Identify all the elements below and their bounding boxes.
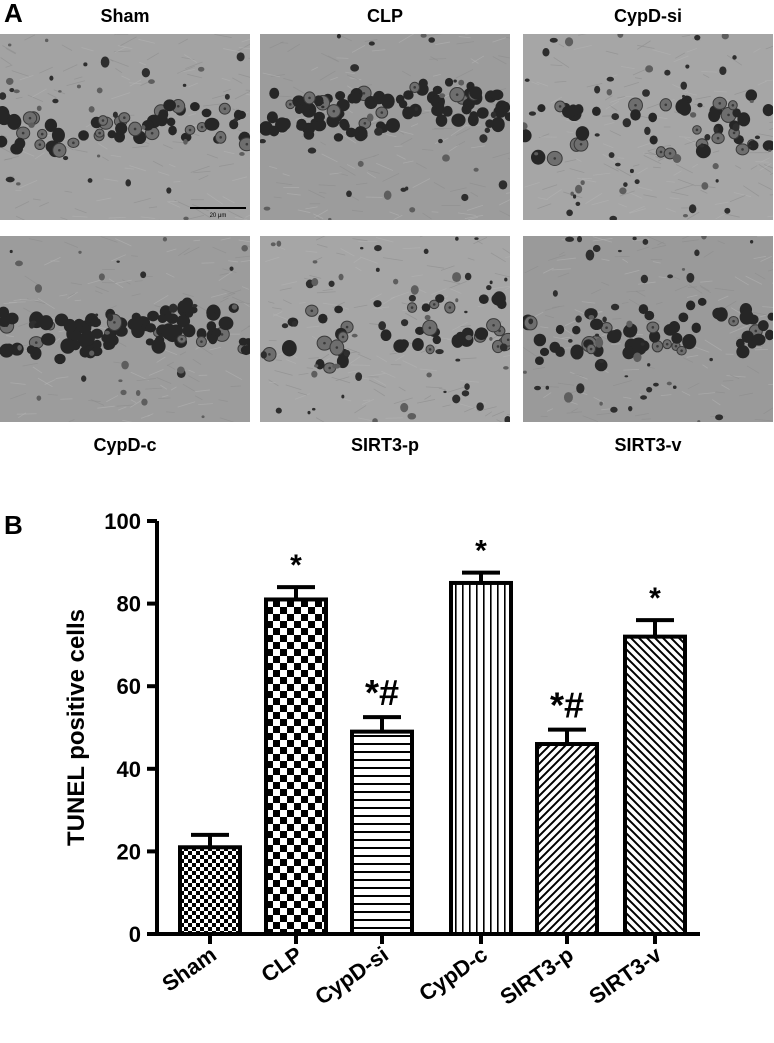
bar-sham [178,845,242,936]
micrograph-sirt3-p [260,236,510,422]
bar-cypd-c [449,580,513,936]
x-tick-label: CypD-si [310,942,392,1010]
bar-sirt3-p [535,742,599,936]
x-tick-label: SIRT3-v [584,941,666,1009]
micro-label-sirt3-p: SIRT3-p [350,435,419,455]
panel-b-letter: B [4,510,23,540]
y-axis-label: TUNEL positive cells [63,609,90,846]
micrograph-sirt3-v [523,236,773,422]
micrograph-sham: 20 μm [0,34,250,220]
significance-marker: * [649,582,661,615]
significance-marker: * [290,549,302,582]
micrograph-cypd-si [523,34,773,220]
micro-label-clp: CLP [367,6,403,26]
micro-label-sham: Sham [100,6,150,26]
micrograph-cypd-c [0,236,250,422]
micro-label-cypd-si: CypD-si [613,6,682,26]
significance-marker: *# [365,672,399,713]
y-tick-label: 100 [104,509,141,534]
scale-bar-label: 20 μm [210,213,227,219]
micro-label-cypd-c: CypD-c [93,435,157,455]
micrograph-clp [260,34,510,220]
y-tick-label: 60 [117,674,141,699]
x-tick-label: CypD-c [414,942,491,1007]
significance-marker: *# [550,685,584,726]
bar-cypd-si [350,729,414,936]
x-tick-label: SIRT3-p [495,942,577,1010]
panel-a-letter: A [4,0,23,28]
y-tick-label: 0 [129,922,141,947]
bar-clp [264,597,328,936]
bar-sirt3-v [623,634,687,936]
y-tick-label: 80 [117,592,141,617]
y-tick-label: 20 [117,839,141,864]
x-tick-label: CLP [256,942,306,988]
x-tick-label: Sham [157,942,220,997]
micro-label-sirt3-v: SIRT3-v [614,435,682,455]
significance-marker: * [475,535,487,568]
y-tick-label: 40 [117,757,141,782]
tunel-bar-chart: 0 20 40 60 80 100 TUNEL positive cells Sham * CLP… [63,509,700,1010]
